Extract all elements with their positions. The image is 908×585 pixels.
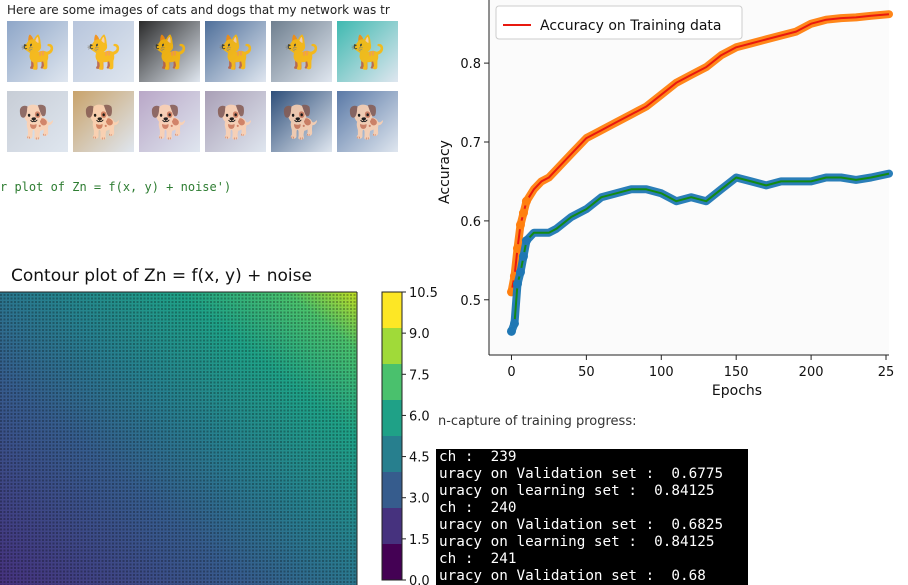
colorbar-tick-label: 7.5 — [409, 368, 430, 383]
cat-icon: 🐈 — [83, 32, 124, 71]
colorbar-band — [382, 454, 402, 473]
y-tick-label: 0.6 — [460, 215, 481, 230]
colorbar-band — [382, 382, 402, 401]
cat-icon: 🐈 — [215, 32, 256, 71]
colorbar-tick-label: 1.5 — [409, 533, 430, 548]
colorbar-band — [382, 490, 402, 509]
dog-icon: 🐕 — [149, 102, 190, 141]
colorbar-tick-label: 3.0 — [409, 492, 430, 507]
colorbar-band — [382, 562, 402, 581]
dog-thumbnail: 🐕 — [271, 91, 332, 152]
terminal-output: ch : 239 uracy on Validation set : 0.6775… — [436, 449, 748, 585]
cat-thumbnail: 🐈 — [205, 21, 266, 82]
dog-icon: 🐕 — [17, 102, 58, 141]
colorbar-tick-label: 6.0 — [409, 409, 430, 424]
x-tick-label: 150 — [724, 365, 749, 380]
terminal-line: uracy on learning set : 0.84125 — [439, 534, 715, 550]
colorbar-frame — [381, 291, 403, 581]
cat-thumbnail: 🐈 — [73, 21, 134, 82]
dog-thumbnail: 🐕 — [7, 91, 68, 152]
terminal-line: ch : 241 — [439, 551, 517, 567]
legend-label: Accuracy on Training data — [540, 18, 721, 34]
colorbar-band — [382, 364, 402, 383]
x-tick-label: 50 — [578, 365, 595, 380]
data-point — [506, 326, 516, 336]
y-tick-label: 0.8 — [460, 57, 481, 72]
data-point — [512, 279, 522, 289]
data-point — [509, 318, 519, 328]
dog-icon: 🐕 — [215, 102, 256, 141]
cat-icon: 🐈 — [347, 32, 388, 71]
colorbar-band — [382, 544, 402, 563]
accuracy-ticks: 0 50 100 150 200 25 0.5 0.6 0.7 0.8 — [460, 57, 894, 380]
data-point — [512, 244, 522, 253]
y-tick-label: 0.7 — [460, 136, 481, 151]
cat-thumbnail: 🐈 — [7, 21, 68, 82]
terminal-line: uracy on learning set : 0.84125 — [439, 483, 715, 499]
cat-icon: 🐈 — [149, 32, 190, 71]
cat-thumbnail: 🐈 — [139, 21, 200, 82]
x-tick-label: 200 — [799, 365, 824, 380]
colorbar-band — [382, 508, 402, 527]
terminal-line: ch : 240 — [439, 500, 517, 516]
terminal-line: uracy on Validation set : 0.6825 — [439, 517, 724, 533]
dog-thumbnail: 🐕 — [139, 91, 200, 152]
dog-icon: 🐕 — [347, 102, 388, 141]
data-point — [515, 267, 525, 277]
x-tick-label: 100 — [649, 365, 674, 380]
colorbar: 10.5 9.0 7.5 6.0 4.5 3.0 1.5 0.0 — [381, 286, 438, 585]
x-tick-label: 25 — [878, 365, 895, 380]
terminal-line: uracy on Validation set : 0.6775 — [439, 466, 724, 482]
colorbar-tick-label: 4.5 — [409, 451, 430, 466]
dog-icon: 🐕 — [281, 102, 322, 141]
colorbar-tick-label: 10.5 — [409, 286, 438, 301]
dog-thumbnail: 🐕 — [73, 91, 134, 152]
terminal-line: uracy on Validation set : 0.68 — [439, 568, 706, 584]
data-point — [518, 251, 528, 261]
data-point — [521, 236, 531, 246]
contour-title: Contour plot of Zn = f(x, y) + noise — [11, 266, 312, 286]
terminal-line: ch : 239 — [439, 449, 517, 465]
colorbar-tick-label: 9.0 — [409, 327, 430, 342]
dog-thumbnail: 🐕 — [205, 91, 266, 152]
cat-thumbnail: 🐈 — [337, 21, 398, 82]
cat-thumbnail: 🐈 — [271, 21, 332, 82]
cat-icon: 🐈 — [281, 32, 322, 71]
contour-plot: 10.5 9.0 7.5 6.0 4.5 3.0 1.5 0.0 — [0, 286, 438, 585]
colorbar-band — [382, 346, 402, 365]
dog-thumbnail: 🐕 — [337, 91, 398, 152]
dog-icon: 🐕 — [83, 102, 124, 141]
colorbar-band — [382, 310, 402, 329]
data-point — [521, 196, 531, 206]
colorbar-band — [382, 328, 402, 347]
data-point — [518, 208, 528, 218]
x-tick-label: 0 — [507, 365, 515, 380]
code-line: r plot of Zn = f(x, y) + noise') — [0, 180, 232, 194]
data-point — [515, 220, 525, 230]
colorbar-tick-label: 0.0 — [409, 574, 430, 585]
capture-caption: n-capture of training progress: — [438, 414, 637, 429]
cat-icon: 🐈 — [17, 32, 58, 71]
accuracy-chart: 0 50 100 150 200 25 0.5 0.6 0.7 0.8 Epochs Accura… — [437, 0, 894, 399]
y-axis-label: Accuracy — [437, 140, 453, 204]
cats-dogs-caption: Here are some images of cats and dogs th… — [7, 3, 390, 17]
colorbar-band — [382, 526, 402, 545]
colorbar-band — [382, 472, 402, 491]
colorbar-band — [382, 418, 402, 437]
cats-dogs-panel: Here are some images of cats and dogs th… — [0, 0, 412, 175]
chart-legend: Accuracy on Training data — [495, 5, 743, 40]
colorbar-band — [382, 292, 402, 311]
y-tick-label: 0.5 — [460, 294, 481, 309]
colorbar-band — [382, 436, 402, 455]
colorbar-band — [382, 400, 402, 419]
x-axis-label: Epochs — [712, 383, 762, 399]
accuracy-plot-area — [506, 10, 893, 336]
contour-grid-overlay — [0, 292, 357, 585]
